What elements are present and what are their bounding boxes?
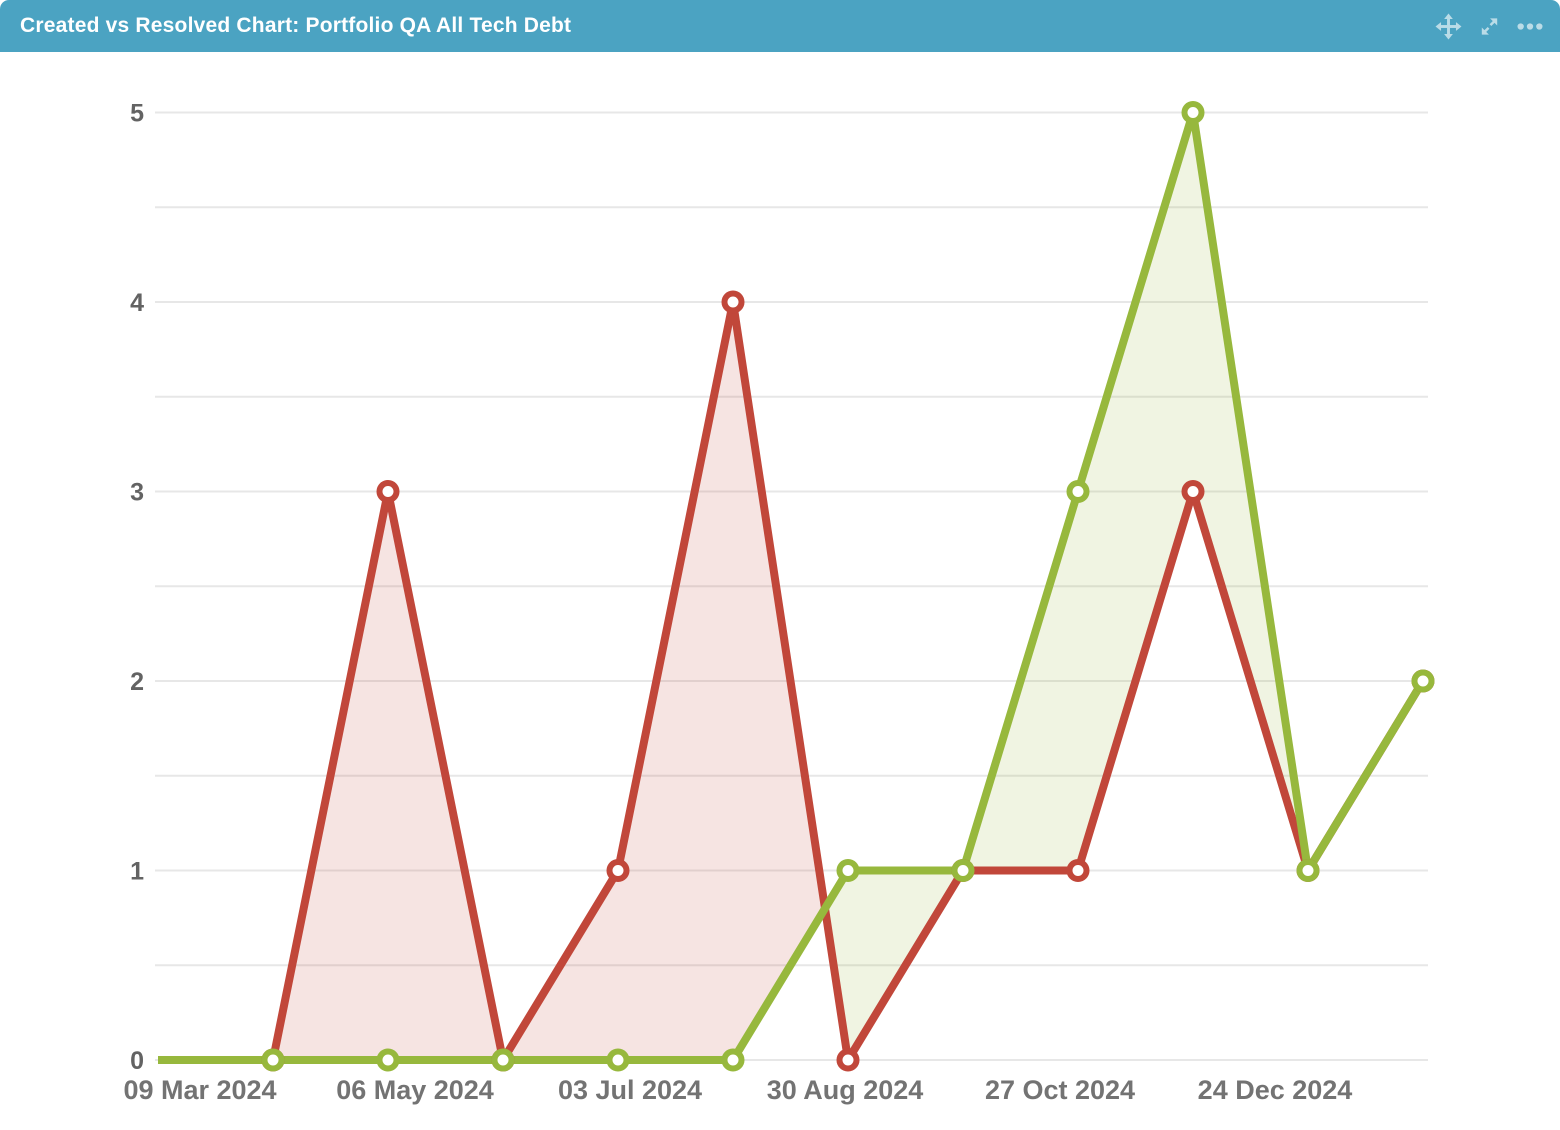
created-fill-region — [273, 491, 503, 1060]
expand-gadget-button[interactable] — [1475, 12, 1503, 40]
y-tick-label: 5 — [130, 100, 144, 128]
resolved-marker — [1066, 480, 1090, 503]
x-tick-label: 30 Aug 2024 — [767, 1075, 924, 1105]
resolved-marker — [721, 1048, 745, 1072]
created-fill-region — [503, 302, 825, 1060]
drag-gadget-button[interactable] — [1434, 12, 1462, 40]
y-tick-label: 3 — [130, 479, 144, 507]
created-marker — [606, 859, 630, 882]
move-icon — [1435, 13, 1461, 39]
x-tick-label: 24 Dec 2024 — [1198, 1075, 1353, 1105]
created-vs-resolved-chart: 0 1 2 3 4 5 09 Mar 2024 06 May 2024 03 Jul 2024 3… — [123, 100, 1435, 1105]
y-tick-label: 2 — [130, 668, 144, 696]
resolved-marker — [951, 859, 975, 882]
x-tick-label: 06 May 2024 — [336, 1075, 494, 1105]
created-line — [158, 298, 1427, 1064]
chart-area: 0 1 2 3 4 5 09 Mar 2024 06 May 2024 03 Jul 2024 3… — [0, 52, 1560, 1130]
x-tick-label: 27 Oct 2024 — [985, 1075, 1135, 1105]
ellipsis-icon — [1517, 22, 1543, 30]
resolved-marker — [261, 1048, 285, 1072]
gadget-header: Created vs Resolved Chart: Portfolio QA … — [0, 0, 1560, 52]
gadget-header-actions — [1434, 12, 1544, 40]
created-marker — [836, 1048, 860, 1072]
resolved-marker — [491, 1048, 515, 1072]
resolved-marker — [1181, 101, 1205, 124]
created-marker — [376, 480, 400, 503]
resolved-line — [158, 108, 1427, 1064]
x-tick-label: 09 Mar 2024 — [123, 1075, 276, 1105]
created-marker — [1066, 859, 1090, 882]
y-tick-label: 1 — [130, 858, 144, 886]
y-tick-label: 0 — [130, 1047, 144, 1075]
gadget-title: Created vs Resolved Chart: Portfolio QA … — [20, 14, 572, 37]
resolved-marker — [836, 859, 860, 882]
created-marker — [1181, 480, 1205, 503]
resolved-fill-region — [825, 870, 963, 1060]
x-tick-label: 03 Jul 2024 — [558, 1075, 702, 1105]
created-marker — [721, 290, 745, 314]
gadget-menu-button[interactable] — [1516, 12, 1544, 40]
resolved-marker — [606, 1048, 630, 1072]
resolved-marker — [1296, 859, 1320, 882]
y-tick-label: 4 — [130, 289, 144, 317]
resolved-marker — [1411, 669, 1435, 693]
expand-icon — [1481, 17, 1497, 35]
resolved-marker — [376, 1048, 400, 1072]
